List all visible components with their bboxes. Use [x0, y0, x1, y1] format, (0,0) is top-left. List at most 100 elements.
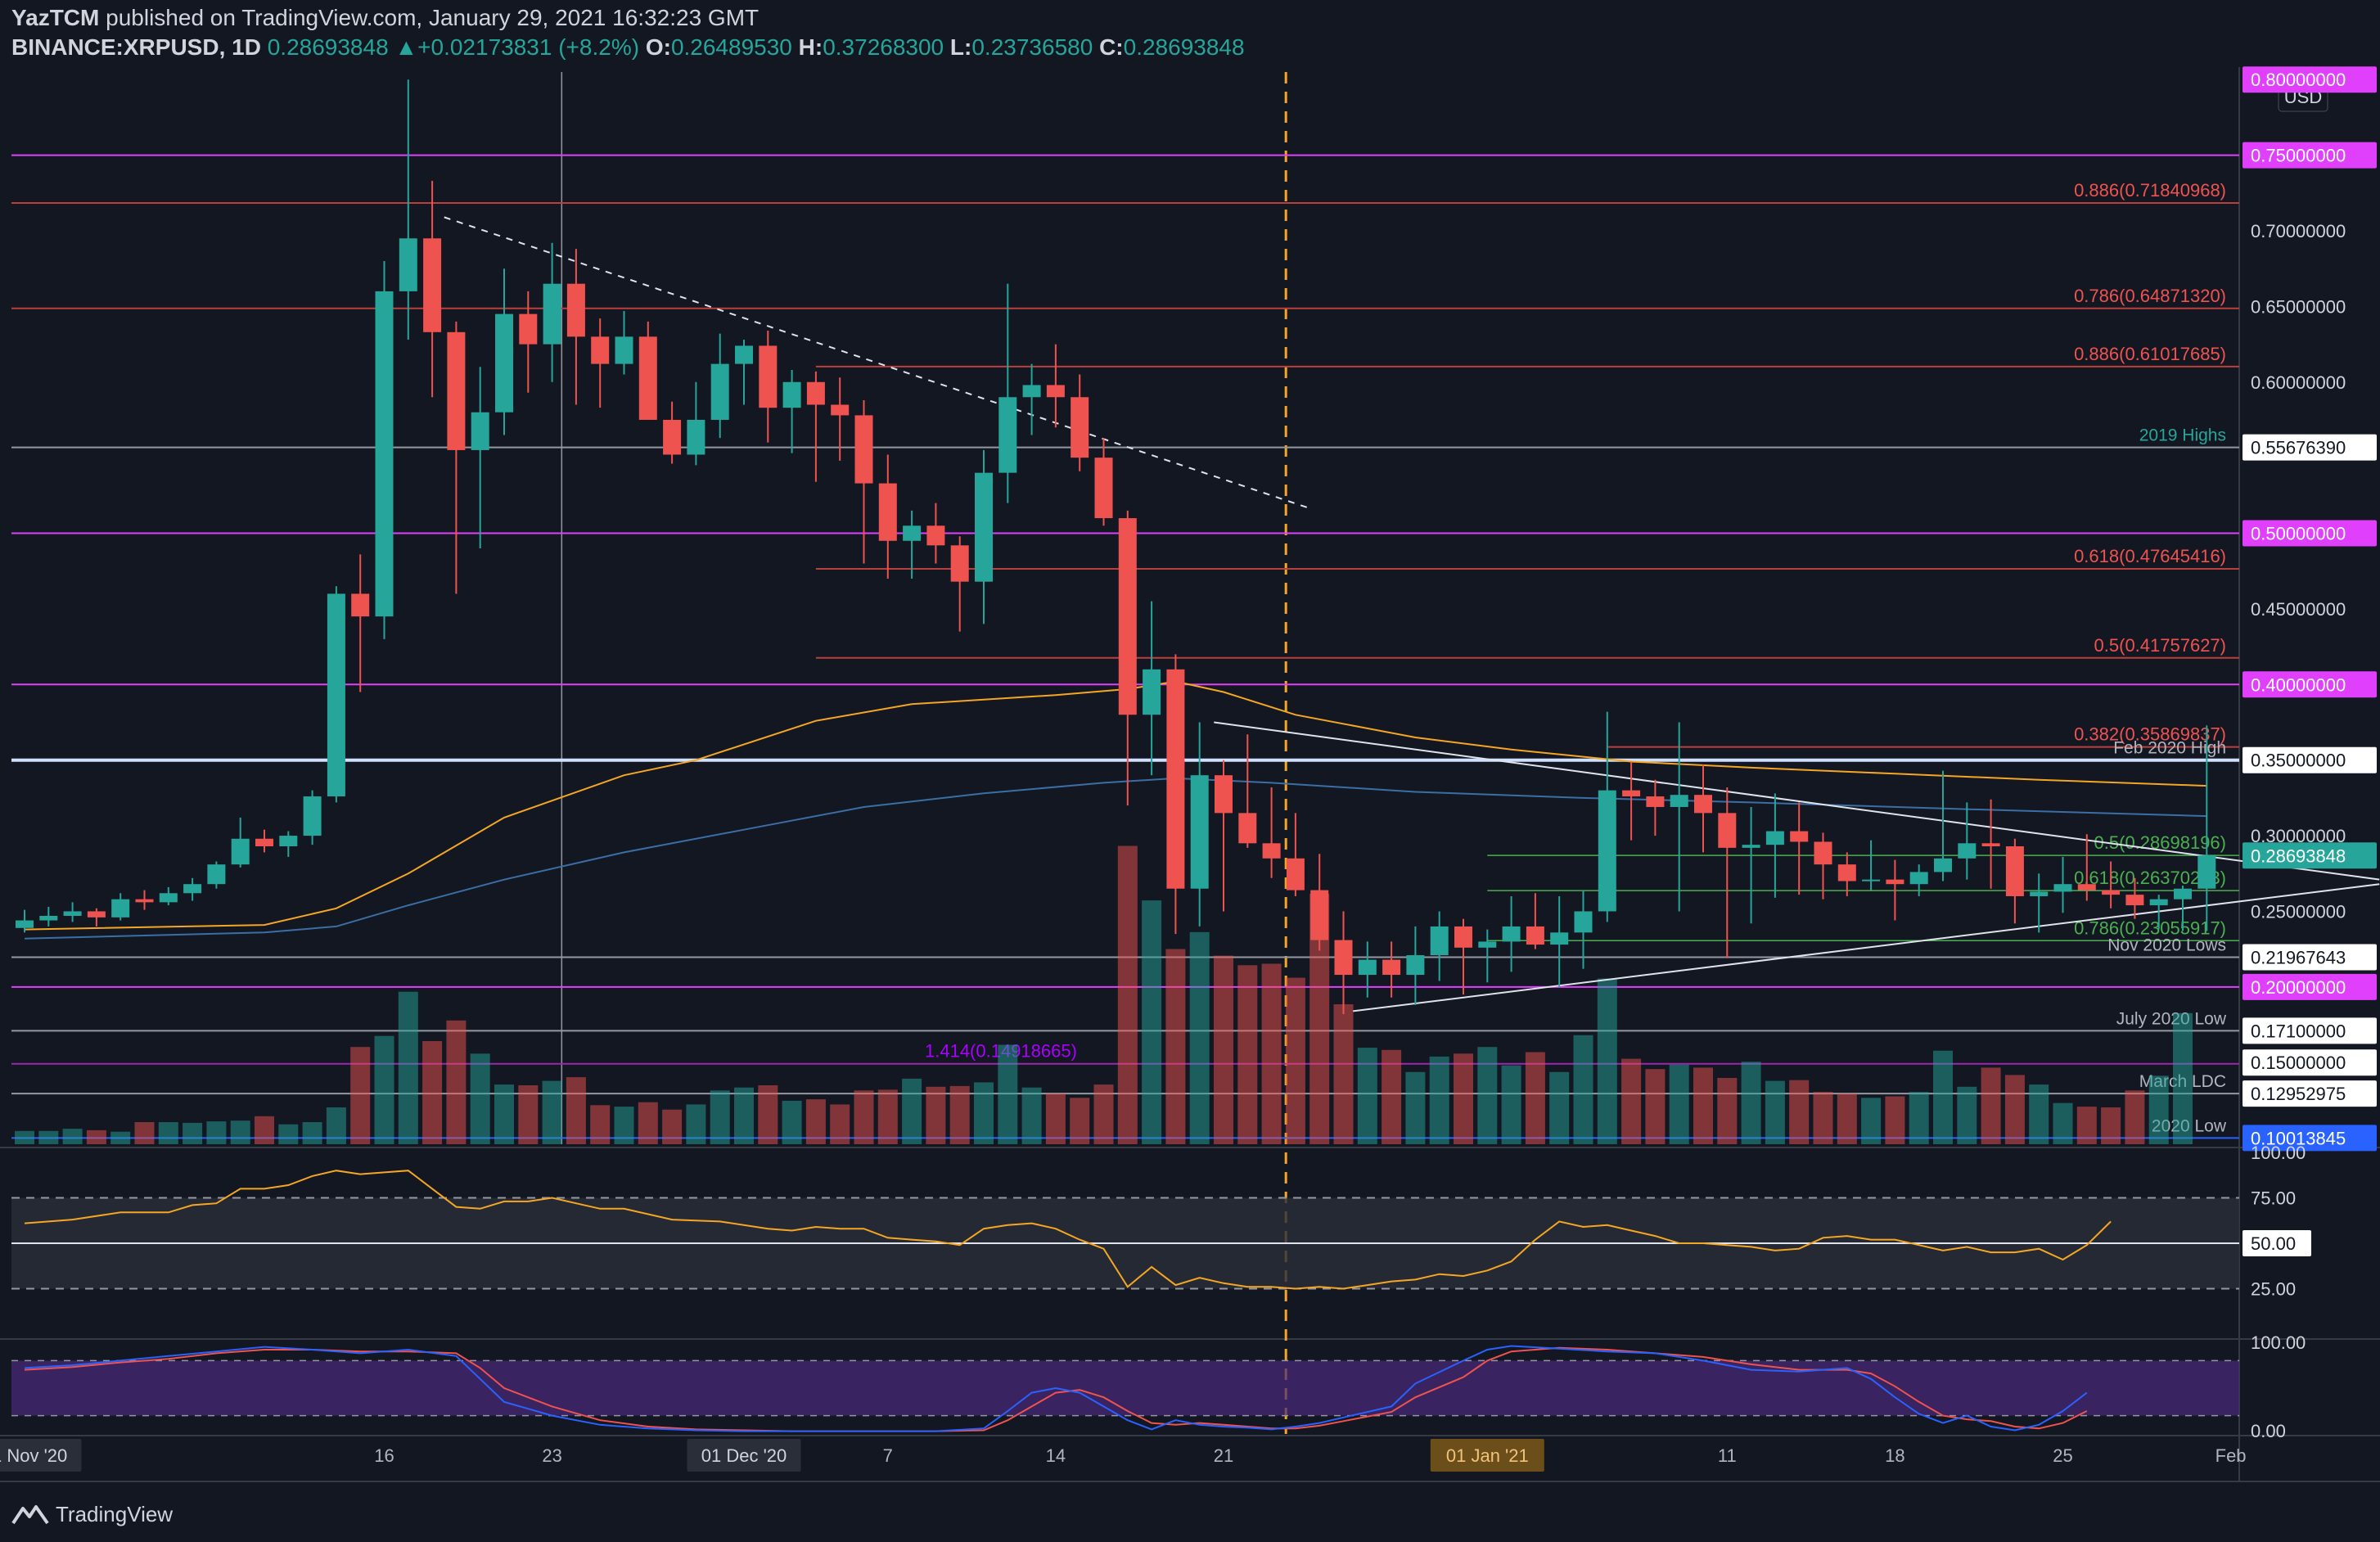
price-tag-label: 0.20000000 [2251, 977, 2346, 998]
volume-bar [805, 1099, 826, 1144]
volume-bar [446, 1020, 467, 1144]
candle-body [1718, 813, 1737, 848]
candle-body [423, 238, 442, 332]
price-tag [2243, 671, 2377, 698]
volume-bar [1933, 1050, 1953, 1144]
time-tick-label: 14 [1046, 1445, 1066, 1466]
level-label: 0.382(0.35869837) [2074, 724, 2226, 745]
candle-body [2149, 899, 2168, 906]
candle-body [1190, 775, 1209, 889]
candle-body [1143, 669, 1161, 715]
author-name[interactable]: YazTCM [11, 5, 100, 30]
volume-bar [758, 1085, 778, 1144]
candle-body [1406, 955, 1425, 976]
close-label: C: [1099, 34, 1124, 60]
volume-bar [1501, 1065, 1521, 1144]
volume-bar [1837, 1093, 1857, 1144]
volume-bar [1333, 1004, 1354, 1144]
stoch-k-line [24, 1345, 2088, 1432]
candle-body [735, 345, 753, 364]
candle-body [183, 884, 202, 894]
candle-body [591, 336, 610, 364]
time-tick-label: 11 [1718, 1445, 1737, 1466]
level-label: Nov 2020 Lows [2107, 936, 2226, 954]
volume-bar [854, 1090, 874, 1144]
candle-body [327, 593, 345, 797]
volume-bar [1021, 1087, 1042, 1144]
volume-bar [542, 1080, 562, 1144]
symbol-label[interactable]: BINANCE:XRPUSD, 1D [11, 34, 261, 60]
volume-bar [398, 991, 418, 1144]
volume-bar [1237, 965, 1258, 1144]
volume-bar [2101, 1107, 2121, 1144]
candle-body [543, 283, 561, 345]
candle-body [2102, 890, 2121, 895]
price-tag-label: 0.21967643 [2251, 947, 2346, 967]
volume-bar [38, 1130, 59, 1144]
candle-body [1814, 841, 1832, 865]
publisher-line: YazTCM published on TradingView.com, Jan… [11, 5, 759, 31]
volume-bar [974, 1082, 994, 1144]
candle-body [1765, 831, 1784, 845]
candle-body [1310, 890, 1329, 940]
candle-body [447, 331, 466, 450]
volume-bar [1765, 1080, 1785, 1144]
time-tag-label: 01 Jan '21 [1446, 1445, 1529, 1466]
level-label: 0.618(0.47645416) [2074, 546, 2226, 566]
candle-body [998, 397, 1017, 473]
candle-body [878, 483, 897, 541]
candle-body [2174, 888, 2192, 900]
price-tag-label: 0.10013845 [2251, 1128, 2346, 1148]
price-tick-label: 0.60000000 [2251, 372, 2346, 393]
candle-body [1526, 926, 1544, 945]
level-label: July 2020 Low [2116, 1009, 2227, 1028]
candle-body [1046, 385, 1065, 398]
volume-bar [949, 1085, 970, 1144]
high-value: 0.37268300 [823, 34, 944, 60]
volume-bar [638, 1102, 658, 1144]
time-tick-label: 7 [883, 1445, 893, 1466]
volume-bar [1261, 963, 1282, 1144]
candle-body [1574, 911, 1593, 933]
volume-bar [374, 1035, 394, 1144]
rsi-value-tag [2243, 1230, 2311, 1256]
candle-body [399, 238, 417, 291]
close-value: 0.28693848 [1123, 34, 1245, 60]
volume-bar [1454, 1053, 1473, 1144]
price-tag-label: 0.75000000 [2251, 146, 2346, 166]
candle-body [1670, 795, 1688, 807]
candle-body [950, 545, 969, 582]
price-tag [2243, 1049, 2377, 1076]
volume-bar [1093, 1084, 1114, 1144]
candle-body [1886, 879, 1904, 885]
volume-bar [1165, 949, 1186, 1144]
level-label: 0.786(0.23055917) [2074, 918, 2226, 938]
price-tag-label: 0.17100000 [2251, 1021, 2346, 1041]
volume-bar [1981, 1067, 2001, 1144]
candle-body [903, 525, 922, 541]
candle-body [710, 363, 729, 420]
volume-bar [302, 1122, 322, 1144]
time-tag [687, 1439, 801, 1472]
candle-body [1238, 813, 1257, 844]
volume-bar [230, 1120, 250, 1144]
candle-body [63, 911, 82, 917]
volume-bar [1621, 1058, 1642, 1144]
candle-body [16, 920, 34, 928]
volume-bar [566, 1077, 586, 1144]
tradingview-logo[interactable]: TradingView [11, 1498, 173, 1531]
price-tag [2243, 66, 2377, 93]
volume-bar [1525, 1052, 1545, 1144]
candle-body [303, 796, 322, 836]
candle-body [2197, 855, 2216, 889]
volume-bar [686, 1104, 706, 1144]
candle-body [2125, 895, 2144, 906]
volume-bar [1909, 1092, 1929, 1144]
volume-bar [110, 1131, 131, 1144]
high-label: H: [798, 34, 823, 60]
volume-bar [1477, 1047, 1498, 1144]
volume-bar [255, 1116, 274, 1144]
candle-body [1454, 926, 1472, 948]
time-tag-label: 01 Dec '20 [701, 1445, 787, 1466]
